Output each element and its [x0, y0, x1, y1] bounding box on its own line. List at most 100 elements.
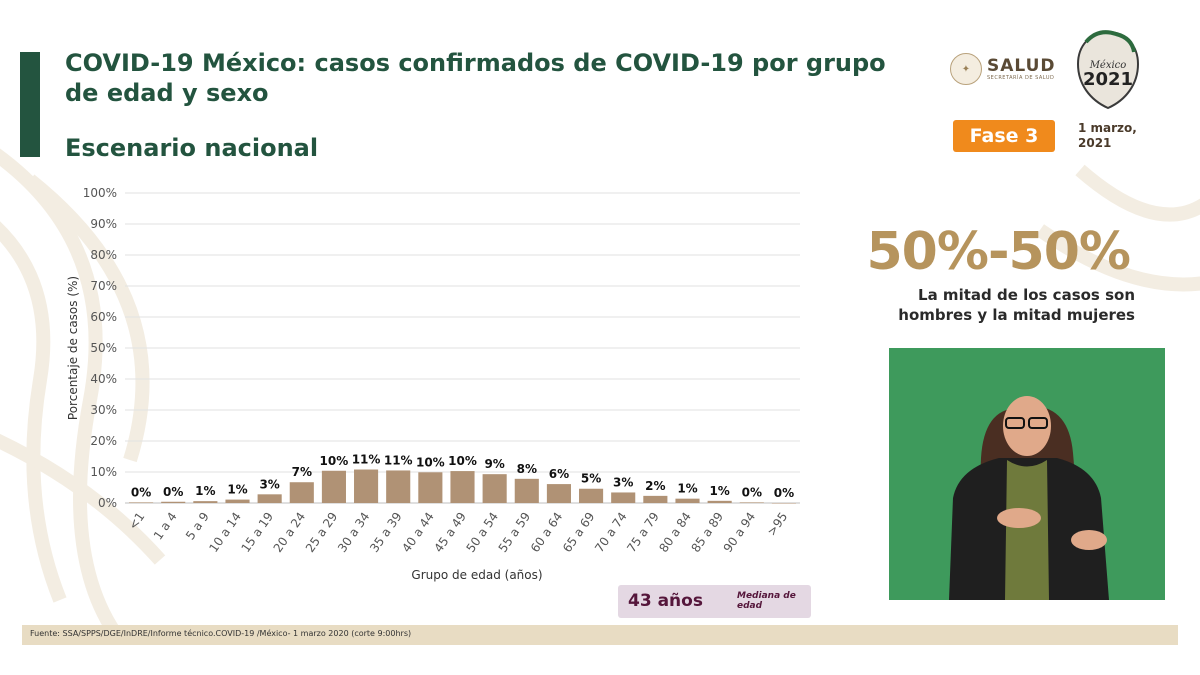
y-tick-label: 60% — [90, 310, 117, 324]
bar-data-label: 1% — [709, 484, 729, 498]
x-tick-label: 45 a 49 — [431, 510, 469, 555]
bar — [418, 472, 443, 503]
sign-language-interpreter-video — [889, 348, 1165, 600]
bar — [739, 502, 764, 503]
x-tick-label: 85 a 89 — [689, 510, 727, 555]
x-tick-label: 50 a 54 — [464, 510, 502, 555]
y-tick-label: 20% — [90, 434, 117, 448]
bar — [643, 495, 668, 503]
bar-data-label: 3% — [613, 475, 633, 489]
bar-data-label: 10% — [416, 455, 445, 469]
bar-data-label: 5% — [581, 472, 601, 486]
mexico-logo-year: 2021 — [1083, 69, 1133, 90]
phase-badge: Fase 3 — [953, 120, 1055, 152]
x-tick-label: 90 a 94 — [721, 510, 759, 555]
salud-logo: ✦ SALUD SECRETARÍA DE SALUD — [950, 52, 1056, 86]
x-tick-label: 60 a 64 — [528, 510, 566, 555]
age-distribution-bar-chart: 0% 10% 20% 30% 40% 50% 60% 70% 80% 90% 100% 0% 0% 1%… — [66, 186, 800, 582]
y-tick-label: 70% — [90, 279, 117, 293]
bar — [482, 474, 507, 503]
source-text: Fuente: SSA/SPPS/DGE/InDRE/Informe técni… — [30, 629, 412, 638]
x-tick-label: 5 a 9 — [183, 510, 212, 543]
caption-line-2: hombres y la mitad mujeres — [898, 306, 1135, 324]
x-tick-label: 10 a 14 — [206, 510, 244, 555]
caption-line-1: La mitad de los casos son — [918, 286, 1135, 304]
bar — [321, 470, 346, 503]
interpreter-figure — [889, 348, 1165, 600]
eagle-seal-icon: ✦ — [950, 53, 982, 85]
bar-data-label: 8% — [517, 462, 537, 476]
x-tick-label: 15 a 19 — [239, 510, 277, 555]
y-tick-label: 0% — [98, 496, 117, 510]
bar-data-label: 1% — [677, 482, 697, 496]
y-tick-label: 10% — [90, 465, 117, 479]
bar — [225, 499, 250, 503]
bar-data-label: 0% — [163, 485, 183, 499]
mexico-logo-text: México — [1089, 60, 1127, 71]
x-tick-label: 35 a 39 — [367, 510, 405, 555]
bar — [289, 482, 314, 503]
x-tick-label: 20 a 24 — [271, 510, 309, 555]
sex-ratio-stat: 50%-50% — [866, 222, 1131, 282]
x-tick-label: 1 a 4 — [151, 510, 180, 543]
y-tick-label: 100% — [83, 186, 117, 200]
bar — [386, 470, 411, 503]
bar — [707, 500, 732, 503]
bar-data-label: 6% — [549, 467, 569, 481]
x-tick-label: 65 a 69 — [560, 510, 598, 555]
sex-ratio-caption: La mitad de los casos son hombres y la m… — [840, 285, 1135, 325]
x-tick-label: 70 a 74 — [592, 510, 630, 555]
bar — [771, 503, 796, 504]
x-tick-label: >95 — [764, 510, 790, 539]
page-title: COVID-19 México: casos confirmados de CO… — [65, 49, 886, 107]
bar-data-label: 0% — [742, 485, 762, 499]
title-accent-bar — [20, 52, 40, 157]
median-age-value: 43 años — [628, 591, 703, 611]
y-tick-label: 30% — [90, 403, 117, 417]
chart-data-labels: 0% 0% 1% 1% 3%7%10% 11% 11% 10% 10% 9% 8% 6% 5% 3% 2% 1… — [131, 453, 794, 500]
bar-data-label: 1% — [227, 483, 247, 497]
salud-logo-subtext: SECRETARÍA DE SALUD — [987, 75, 1055, 81]
bar — [579, 488, 604, 503]
bar — [450, 471, 475, 503]
mexico-2021-logo: México 2021 — [1076, 30, 1140, 110]
bar — [354, 469, 379, 503]
x-tick-label: 25 a 29 — [303, 510, 341, 555]
bar-data-label: 11% — [384, 453, 413, 467]
bar-data-label: 2% — [645, 479, 665, 493]
x-tick-label: 40 a 44 — [399, 510, 437, 555]
median-age-label: Mediana de edad — [737, 591, 796, 611]
bar — [546, 484, 571, 503]
y-axis-ticks: 0% 10% 20% 30% 40% 50% 60% 70% 80% 90% 100% — [83, 186, 117, 510]
y-axis-title: Porcentaje de casos (%) — [66, 276, 80, 420]
bar — [675, 498, 700, 503]
bar-data-label: 10% — [320, 454, 349, 468]
bar-data-label: 7% — [292, 465, 312, 479]
bar-data-label: 3% — [259, 477, 279, 491]
y-tick-label: 90% — [90, 217, 117, 231]
bar — [611, 492, 636, 503]
bar — [129, 502, 154, 503]
bar-data-label: 0% — [774, 486, 794, 500]
source-footer: Fuente: SSA/SPPS/DGE/InDRE/Informe técni… — [22, 625, 1178, 645]
y-tick-label: 80% — [90, 248, 117, 262]
x-tick-label: 55 a 59 — [496, 510, 534, 555]
page-subtitle: Escenario nacional — [65, 134, 319, 162]
y-tick-label: 40% — [90, 372, 117, 386]
x-tick-label: 30 a 34 — [335, 510, 373, 555]
bar-data-label: 1% — [195, 484, 215, 498]
bar — [193, 501, 218, 503]
bar — [514, 478, 539, 503]
x-axis-title: Grupo de edad (años) — [411, 568, 542, 582]
bar-data-label: 9% — [484, 457, 504, 471]
report-date: 1 marzo, 2021 — [1078, 121, 1137, 150]
x-tick-label: 80 a 84 — [656, 510, 694, 555]
x-tick-label: 75 a 79 — [624, 510, 662, 555]
median-age-box: 43 años Mediana de edad — [618, 585, 811, 618]
y-tick-label: 50% — [90, 341, 117, 355]
salud-logo-text: SALUD — [987, 56, 1056, 76]
bar — [257, 494, 282, 503]
bar-data-label: 0% — [131, 485, 151, 499]
